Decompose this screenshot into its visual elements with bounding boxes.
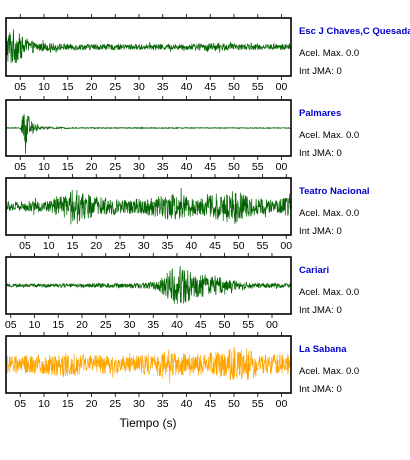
acel-max-label: Acel. Max. 0.0	[299, 48, 359, 59]
station-name: Esc J Chaves,C Quesada	[299, 26, 410, 37]
tick-label: 50	[233, 240, 245, 252]
panel-frame	[5, 177, 292, 236]
tick-label: 10	[29, 319, 41, 331]
tick-label: 20	[86, 398, 98, 410]
station-name: Palmares	[299, 108, 341, 119]
tick-label: 25	[109, 81, 121, 93]
station-panel: 05 10 15 20 25 30 35 40 45 50 55 00 Cariari Acel. Max…	[5, 253, 359, 331]
tick-label: 25	[109, 398, 121, 410]
tick-label: 05	[14, 398, 26, 410]
tick-label: 30	[133, 161, 145, 173]
station-panel: 05 10 15 20 25 30 35 40 45 50 55 00 Esc J Chaves,C Q…	[5, 14, 410, 93]
tick-label: 35	[157, 398, 169, 410]
station-panel: 05 10 15 20 25 30 35 40 45 50 55 00 La Sabana Acel. M…	[5, 332, 359, 410]
tick-label: 45	[195, 319, 207, 331]
tick-label: 45	[209, 240, 221, 252]
tick-label: 10	[38, 81, 50, 93]
acel-max-label: Acel. Max. 0.0	[299, 366, 359, 377]
tick-label: 45	[204, 161, 216, 173]
tick-label: 20	[86, 81, 98, 93]
station-name: Cariari	[299, 265, 329, 276]
tick-label: 40	[181, 398, 193, 410]
tick-label: 25	[100, 319, 112, 331]
int-jma-label: Int JMA: 0	[299, 66, 342, 77]
tick-label: 40	[181, 81, 193, 93]
tick-label: 40	[181, 161, 193, 173]
panel-frame	[5, 99, 292, 157]
panel-frame	[5, 256, 292, 315]
station-name: La Sabana	[299, 344, 347, 355]
int-jma-label: Int JMA: 0	[299, 148, 342, 159]
tick-label: 55	[257, 240, 269, 252]
tick-label: 55	[252, 81, 264, 93]
tick-label: 35	[157, 161, 169, 173]
panel-frame	[5, 335, 292, 394]
tick-label: 15	[62, 81, 74, 93]
tick-label: 50	[228, 81, 240, 93]
tick-label: 15	[62, 161, 74, 173]
tick-label: 35	[147, 319, 159, 331]
tick-label: 05	[5, 319, 17, 331]
tick-label: 55	[252, 398, 264, 410]
tick-label: 30	[138, 240, 150, 252]
tick-label: 05	[14, 161, 26, 173]
tick-label: 50	[219, 319, 231, 331]
tick-label: 55	[242, 319, 254, 331]
tick-label: 30	[124, 319, 136, 331]
int-jma-label: Int JMA: 0	[299, 226, 342, 237]
int-jma-label: Int JMA: 0	[299, 305, 342, 316]
waveform-trace	[5, 346, 292, 384]
tick-label: 40	[171, 319, 183, 331]
tick-label: 10	[43, 240, 55, 252]
tick-label: 50	[228, 161, 240, 173]
waveform-trace	[5, 29, 292, 64]
tick-label: 55	[252, 161, 264, 173]
tick-label: 00	[276, 161, 288, 173]
tick-label: 00	[276, 398, 288, 410]
station-name: Teatro Nacional	[299, 186, 370, 197]
tick-label: 00	[276, 81, 288, 93]
station-panel: 05 10 15 20 25 30 35 40 45 50 55 00 Palmares Acel. Ma…	[5, 96, 359, 173]
tick-label: 10	[38, 398, 50, 410]
tick-label: 05	[14, 81, 26, 93]
tick-label: 00	[266, 319, 278, 331]
acel-max-label: Acel. Max. 0.0	[299, 287, 359, 298]
tick-label: 00	[280, 240, 292, 252]
tick-label: 15	[52, 319, 64, 331]
tick-label: 15	[67, 240, 79, 252]
station-panel: 05 10 15 20 25 30 35 40 45 50 55 00 Teatro Nacional A…	[5, 174, 370, 252]
waveform-trace	[5, 187, 292, 225]
waveform-trace	[5, 265, 292, 304]
acel-max-label: Acel. Max. 0.0	[299, 130, 359, 141]
tick-label: 20	[86, 161, 98, 173]
tick-label: 25	[109, 161, 121, 173]
tick-label: 45	[204, 398, 216, 410]
tick-label: 50	[228, 398, 240, 410]
int-jma-label: Int JMA: 0	[299, 384, 342, 395]
tick-label: 25	[114, 240, 126, 252]
tick-label: 30	[133, 81, 145, 93]
seismogram-panels: 05 10 15 20 25 30 35 40 45 50 55 00 Esc J Chaves,C Q…	[5, 14, 410, 410]
waveform-trace	[5, 113, 292, 154]
tick-label: 20	[76, 319, 88, 331]
tick-label: 35	[157, 81, 169, 93]
tick-label: 35	[162, 240, 174, 252]
acel-max-label: Acel. Max. 0.0	[299, 208, 359, 219]
tick-label: 20	[90, 240, 102, 252]
tick-label: 30	[133, 398, 145, 410]
tick-label: 45	[204, 81, 216, 93]
tick-label: 10	[38, 161, 50, 173]
panel-frame	[5, 17, 292, 77]
x-axis-title: Tiempo (s)	[120, 416, 177, 430]
tick-label: 40	[185, 240, 197, 252]
tick-label: 15	[62, 398, 74, 410]
tick-label: 05	[19, 240, 31, 252]
